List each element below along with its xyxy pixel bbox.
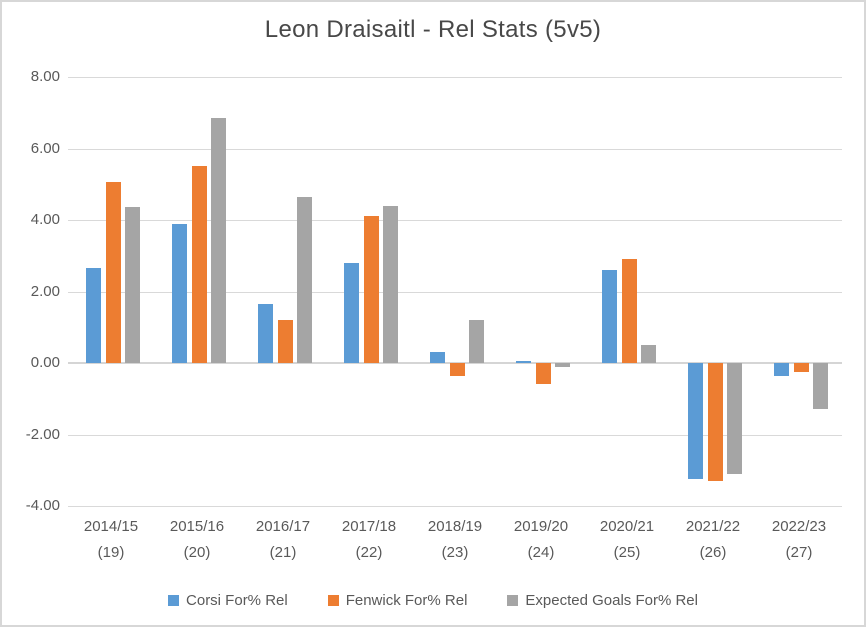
- x-tick-season: 2018/19: [427, 518, 483, 535]
- bar-expected-goals-for-rel-2018-19: [469, 320, 484, 363]
- bar-fenwick-for-rel-2018-19: [449, 363, 465, 376]
- legend-label: Fenwick For% Rel: [345, 592, 468, 609]
- bar-expected-goals-for-rel-2022-23: [813, 363, 828, 410]
- bar-corsi-for-rel-2021-22: [688, 363, 703, 480]
- x-tick-label: 2018/19 (23): [412, 514, 498, 566]
- legend: Corsi For% Rel Fenwick For% Rel Expected G…: [2, 592, 864, 609]
- bar-corsi-for-rel-2020-21: [602, 270, 617, 363]
- y-tick-label: 4.00: [30, 211, 60, 228]
- x-tick-label: 2022/23 (27): [756, 514, 842, 566]
- y-tick-label: -4.00: [25, 497, 60, 514]
- bar-expected-goals-for-rel-2019-20: [555, 363, 570, 367]
- y-tick-label: 0.00: [30, 354, 60, 371]
- x-tick-season: 2014/15: [83, 518, 139, 535]
- bar-expected-goals-for-rel-2017-18: [383, 205, 398, 363]
- x-tick-label: 2019/20 (24): [498, 514, 584, 566]
- legend-label: Corsi For% Rel: [186, 592, 288, 609]
- x-tick-age: (24): [527, 544, 555, 561]
- bar-expected-goals-for-rel-2015-16: [211, 118, 226, 363]
- x-tick-age: (19): [97, 544, 125, 561]
- x-tick-age: (21): [269, 544, 297, 561]
- x-tick-season: 2017/18: [341, 518, 397, 535]
- bar-corsi-for-rel-2015-16: [172, 223, 187, 363]
- bar-corsi-for-rel-2019-20: [516, 361, 531, 363]
- legend-item-expected-goals-for-rel: Expected Goals For% Rel: [507, 592, 698, 609]
- bar-fenwick-for-rel-2022-23: [793, 363, 809, 372]
- bar-expected-goals-for-rel-2016-17: [297, 196, 312, 363]
- bar-corsi-for-rel-2017-18: [344, 262, 359, 363]
- legend-item-corsi-for-rel: Corsi For% Rel: [168, 592, 288, 609]
- bar-corsi-for-rel-2018-19: [430, 352, 445, 363]
- y-axis: 8.00 6.00 4.00 2.00 0.00 -2.00 -4.00: [2, 68, 60, 514]
- bar-fenwick-for-rel-2017-18: [363, 216, 379, 363]
- x-axis: 2014/15 (19) 2015/16 (20) 2016/17 (21) 2017/18…: [68, 514, 842, 572]
- bar-expected-goals-for-rel-2020-21: [641, 345, 656, 363]
- bar-corsi-for-rel-2014-15: [86, 268, 101, 363]
- y-tick-label: -2.00: [25, 425, 60, 443]
- gridline: [68, 506, 842, 507]
- x-tick-season: 2015/16: [169, 518, 225, 535]
- x-tick-label: 2015/16 (20): [154, 514, 240, 566]
- x-tick-age: (22): [355, 544, 383, 561]
- bar-expected-goals-for-rel-2014-15: [125, 207, 140, 363]
- bar-fenwick-for-rel-2016-17: [277, 320, 293, 363]
- bar-expected-goals-for-rel-2021-22: [727, 363, 742, 474]
- gridline: [68, 220, 842, 221]
- bar-fenwick-for-rel-2015-16: [191, 166, 207, 363]
- gridline: [68, 148, 842, 150]
- chart-title: Leon Draisaitl - Rel Stats (5v5): [264, 16, 602, 43]
- x-tick-age: (20): [183, 544, 211, 561]
- x-tick-season: 2020/21: [599, 518, 655, 535]
- x-tick-season: 2019/20: [513, 518, 569, 535]
- legend-item-fenwick-for-rel: Fenwick For% Rel: [327, 592, 468, 609]
- bar-fenwick-for-rel-2020-21: [621, 259, 637, 363]
- x-tick-age: (25): [613, 544, 641, 561]
- y-tick-label: 8.00: [30, 68, 60, 85]
- y-tick-label: 2.00: [30, 282, 60, 300]
- gridline: [68, 434, 842, 436]
- bar-fenwick-for-rel-2014-15: [105, 182, 121, 363]
- x-tick-label: 2020/21 (25): [584, 514, 670, 566]
- x-tick-season: 2022/23: [771, 518, 827, 535]
- bar-fenwick-for-rel-2021-22: [707, 363, 723, 481]
- x-tick-season: 2021/22: [685, 518, 741, 535]
- gridline: [68, 77, 842, 78]
- x-tick-label: 2017/18 (22): [326, 514, 412, 566]
- y-tick-label: 6.00: [30, 139, 60, 157]
- bar-fenwick-for-rel-2019-20: [535, 363, 551, 385]
- x-tick-label: 2021/22 (26): [670, 514, 756, 566]
- x-tick-age: (23): [441, 544, 469, 561]
- bar-corsi-for-rel-2016-17: [258, 304, 273, 363]
- legend-swatch-icon: [507, 595, 519, 606]
- plot-area: [68, 77, 842, 507]
- x-tick-age: (26): [699, 544, 727, 561]
- legend-swatch-icon: [168, 595, 180, 606]
- legend-swatch-icon: [327, 595, 339, 606]
- bar-corsi-for-rel-2022-23: [774, 363, 789, 376]
- x-tick-season: 2016/17: [255, 518, 311, 535]
- x-tick-label: 2014/15 (19): [68, 514, 154, 566]
- gridline: [68, 291, 842, 293]
- x-tick-age: (27): [785, 544, 813, 561]
- x-tick-label: 2016/17 (21): [240, 514, 326, 566]
- legend-label: Expected Goals For% Rel: [525, 592, 698, 609]
